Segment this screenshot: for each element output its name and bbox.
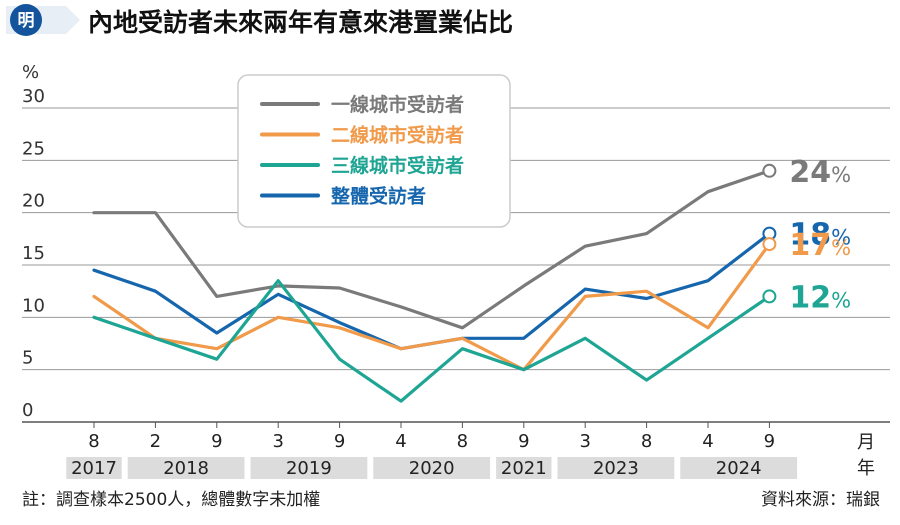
x-year-label: 2018	[163, 458, 209, 479]
series-end-marker	[762, 289, 777, 304]
x-year-label: 2017	[71, 458, 117, 479]
x-month-label: 4	[702, 431, 713, 452]
logo-text: 明	[18, 11, 35, 31]
legend-label: 三線城市受訪者	[331, 154, 464, 177]
header: 明 內地受訪者未來兩年有意來港置業佔比	[6, 4, 513, 37]
x-axis-unit-year: 年	[857, 458, 875, 479]
series-end-marker	[762, 237, 777, 252]
x-axis-unit-month: 月	[857, 432, 875, 453]
source-credit: 資料來源：瑞銀	[761, 490, 880, 510]
x-month-label: 9	[764, 431, 775, 452]
y-tick-label: 25	[22, 138, 45, 159]
series-end-label: 12%	[789, 280, 851, 315]
legend-box	[237, 74, 511, 228]
year-band	[496, 457, 552, 479]
x-month-label: 9	[211, 431, 222, 452]
y-tick-label: 5	[22, 348, 33, 369]
legend-label: 一線城市受訪者	[331, 93, 464, 116]
year-band	[127, 457, 245, 479]
logo-icon	[10, 4, 42, 36]
legend-label: 二線城市受訪者	[331, 124, 464, 147]
x-month-label: 8	[457, 431, 468, 452]
series-end-label: 18%	[789, 218, 851, 253]
y-axis-unit: %	[22, 62, 39, 83]
series-layer: 24% 18%17% 12%	[92, 155, 851, 403]
x-month-label: 2	[150, 431, 161, 452]
y-tick-label: 10	[22, 295, 45, 316]
x-month-label: 3	[272, 431, 283, 452]
x-year-label: 2021	[501, 458, 547, 479]
series-end-label: 24%	[789, 155, 851, 190]
x-month-label: 8	[641, 431, 652, 452]
x-year-label: 2020	[409, 458, 455, 479]
footnote: 註：調查樣本2500人，總體數字未加權	[22, 490, 320, 510]
year-band	[66, 457, 122, 479]
year-band	[680, 457, 798, 479]
x-month-label: 8	[88, 431, 99, 452]
x-month-label: 3	[579, 431, 590, 452]
series-end-marker	[762, 163, 777, 178]
y-tick-label: 30	[22, 86, 45, 107]
year-band	[250, 457, 368, 479]
series-end-label: 17%	[789, 228, 851, 263]
x-month-label: 4	[395, 431, 406, 452]
year-band	[557, 457, 675, 479]
series-line	[92, 232, 772, 351]
x-year-label: 2019	[286, 458, 332, 479]
series-line	[92, 169, 772, 330]
chart-title: 內地受訪者未來兩年有意來港置業佔比	[88, 8, 513, 37]
x-month-label: 9	[334, 431, 345, 452]
year-band	[373, 457, 491, 479]
series-line	[92, 279, 772, 403]
y-tick-label: 15	[22, 243, 45, 264]
grid-layer: 0 5 10 15 20 25 30	[22, 86, 890, 423]
legend-label: 整體受訪者	[331, 185, 426, 208]
x-year-label: 2023	[593, 458, 639, 479]
y-tick-label: 20	[22, 191, 45, 212]
x-axis: 8 2 9 3 9 4 8 9 3 8 4 9 月年 2017 2018 2019 2020 2021 2023 20…	[66, 422, 875, 479]
x-month-label: 9	[518, 431, 529, 452]
x-year-label: 2024	[716, 458, 762, 479]
series-line	[92, 242, 772, 372]
y-tick-label: 0	[22, 400, 33, 421]
